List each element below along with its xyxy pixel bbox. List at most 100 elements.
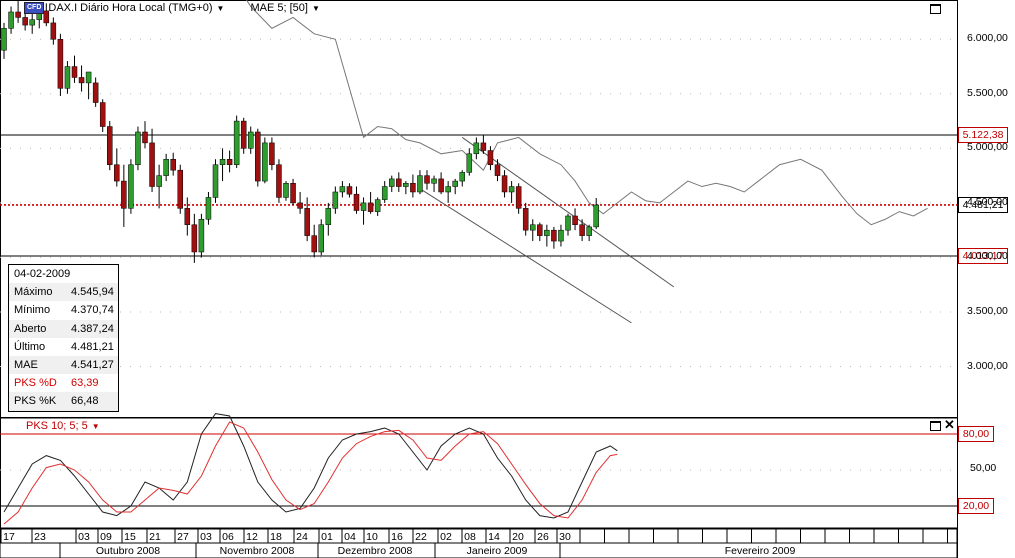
oscillator-close-icon[interactable]: ✕: [944, 417, 955, 432]
candle-body: [85, 71, 92, 84]
candle-body: [15, 11, 21, 18]
candle-body: [522, 208, 529, 231]
candle-body: [128, 164, 134, 209]
info-row-value: 4.545,94: [71, 286, 114, 299]
date-tick-label: 30: [559, 531, 571, 543]
candle-body: [71, 66, 78, 78]
oscillator-maximize-icon[interactable]: [930, 421, 941, 431]
price-axis-label: 3.500,00: [967, 304, 1008, 317]
candle-body: [255, 131, 261, 182]
date-tick-label: 23: [34, 531, 46, 543]
candle-body: [544, 229, 550, 236]
candle-body: [248, 131, 254, 149]
date-tick-label: 20: [512, 531, 524, 543]
info-row-value: 63,39: [71, 377, 99, 390]
candle-body: [149, 142, 155, 187]
price-axis-label: 4.000,00: [967, 250, 1008, 263]
date-tick-label: 09: [100, 531, 112, 543]
candle-body: [586, 226, 592, 236]
candle-body: [551, 229, 557, 242]
osc-d-line: [3, 421, 618, 525]
ma-line: [245, 0, 928, 226]
info-row-value: 66,48: [71, 395, 99, 408]
date-tick-label: 21: [149, 531, 161, 543]
candle-body: [135, 131, 141, 165]
candle-body: [262, 142, 268, 182]
instrument-title[interactable]: DAX.I Diário Hora Local (TMG+0): [48, 2, 213, 14]
candle-body: [29, 19, 35, 26]
candle-body: [572, 215, 578, 225]
oscillator-title[interactable]: PKS 10; 5; 5 ▼: [26, 420, 100, 432]
candle-body: [198, 219, 205, 253]
candle-body: [142, 131, 148, 144]
price-level-tag: 4.013,17: [958, 248, 1008, 264]
candle-body: [431, 178, 437, 184]
candle-body: [558, 229, 564, 242]
info-row-label: PKS %D: [14, 377, 57, 390]
info-row: PKS %K 66,48: [9, 392, 118, 411]
candle-body: [466, 153, 473, 173]
candle-body: [304, 208, 310, 236]
price-pane-maximize-icon[interactable]: [930, 4, 941, 14]
candle-body: [240, 120, 247, 149]
indicator-dropdown-arrow-icon[interactable]: ▼: [311, 3, 320, 13]
candle-body: [396, 178, 402, 187]
candle-body: [424, 175, 430, 184]
info-row: Máximo 4.545,94: [9, 283, 118, 302]
month-label: Dezembro 2008: [338, 545, 413, 557]
candle-body: [530, 224, 536, 231]
candle-body: [353, 193, 360, 211]
info-row-value: 4.541,27: [71, 359, 114, 372]
candle-body: [99, 102, 106, 127]
candle-body: [332, 191, 339, 209]
info-row-label: Aberto: [14, 322, 47, 335]
candle-body: [389, 178, 395, 187]
candle-body: [57, 39, 64, 89]
indicator-label[interactable]: MAE 5; [50]: [250, 2, 308, 14]
candle-body: [226, 159, 233, 165]
price-axis-label: 6.000,00: [967, 32, 1008, 45]
candle-body: [593, 204, 599, 228]
candle-body: [269, 142, 275, 165]
osc-axis-label: 80,00: [958, 426, 994, 442]
candle-body: [177, 169, 183, 209]
candle-body: [107, 126, 113, 165]
price-level-tag: 5.122,38: [958, 127, 1008, 143]
candle-body: [276, 164, 282, 198]
candle-body: [360, 202, 367, 211]
candle-body: [438, 178, 444, 193]
candle-body: [480, 142, 487, 151]
candle-body: [50, 22, 57, 40]
info-row: PKS %D 63,39: [9, 374, 118, 392]
candle-body: [346, 186, 353, 195]
info-row-value: 4.370,74: [71, 304, 114, 317]
instrument-dropdown-arrow-icon[interactable]: ▼: [216, 3, 225, 13]
candle-body: [508, 186, 515, 193]
candle-body: [473, 142, 480, 155]
date-tick-label: 16: [391, 531, 403, 543]
info-row-label: Mínimo: [14, 304, 51, 317]
date-tick-label: 12: [246, 531, 258, 543]
cfd-badge: CFD: [24, 2, 45, 14]
info-date: 04-02-2009: [14, 268, 71, 281]
candle-body: [233, 120, 240, 165]
oscillator-dropdown-arrow-icon[interactable]: ▼: [91, 421, 100, 431]
price-axis-label: 5.000,00: [967, 141, 1008, 154]
info-row-label: MAE: [14, 359, 38, 372]
price-level-tag: 4.481,21: [958, 196, 1008, 213]
date-tick-label: 03: [78, 531, 90, 543]
price-axis-label: 4.500,00: [967, 195, 1008, 208]
info-row: Mínimo 4.370,74: [9, 301, 118, 319]
date-tick-label: 26: [537, 531, 549, 543]
osc-axis-label: 50,00: [970, 462, 997, 474]
candle-body: [515, 186, 522, 209]
date-tick-label: 10: [366, 531, 378, 543]
candle-body: [22, 17, 28, 26]
date-tick-label: 15: [124, 531, 136, 543]
candle-body: [121, 180, 127, 209]
price-axis-label: 5.500,00: [967, 86, 1008, 99]
month-label: Janeiro 2009: [467, 545, 528, 557]
date-tick-label: 06: [222, 531, 234, 543]
date-tick-label: 01: [321, 531, 333, 543]
